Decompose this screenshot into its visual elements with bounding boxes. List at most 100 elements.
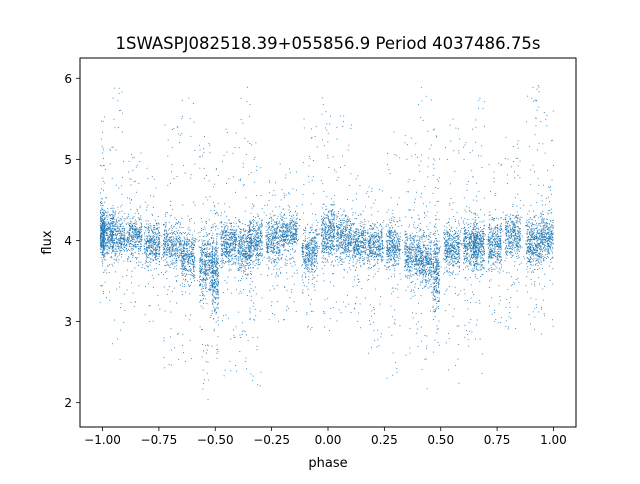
data-point — [253, 206, 255, 207]
data-point — [157, 243, 159, 245]
data-point — [112, 241, 114, 243]
data-point — [238, 311, 240, 313]
data-point — [235, 238, 237, 240]
data-point — [199, 156, 201, 158]
data-point — [276, 226, 278, 228]
data-point — [191, 282, 192, 284]
data-point — [190, 278, 192, 280]
data-point — [200, 269, 202, 271]
data-point — [215, 249, 217, 251]
data-point — [248, 246, 250, 248]
data-point — [265, 239, 267, 241]
data-point — [100, 229, 102, 231]
data-point — [249, 312, 251, 314]
data-point — [215, 281, 217, 283]
data-point — [234, 253, 236, 255]
data-point — [235, 365, 236, 366]
data-point — [274, 221, 276, 223]
data-point — [115, 220, 117, 222]
data-point — [272, 252, 274, 253]
data-point — [281, 234, 283, 236]
data-point — [180, 261, 182, 263]
data-point — [158, 235, 160, 236]
data-point — [155, 253, 157, 255]
data-point — [183, 267, 185, 269]
data-point — [130, 302, 132, 303]
data-point — [121, 248, 123, 249]
data-point — [108, 225, 110, 227]
data-point — [168, 229, 170, 231]
data-point — [170, 236, 172, 238]
data-point — [123, 218, 125, 220]
data-point — [251, 274, 252, 276]
data-point — [236, 370, 238, 372]
data-point — [295, 189, 297, 191]
data-point — [226, 282, 228, 284]
data-point — [295, 211, 297, 213]
data-point — [221, 231, 223, 232]
data-point — [246, 263, 248, 265]
data-point — [261, 225, 263, 227]
data-point — [131, 236, 133, 238]
data-point — [168, 251, 170, 253]
data-point — [238, 293, 240, 295]
data-point — [237, 261, 239, 263]
data-point — [165, 253, 167, 255]
data-point — [284, 239, 286, 241]
data-point — [243, 330, 245, 332]
data-point — [231, 244, 233, 246]
data-point — [289, 231, 291, 233]
data-point — [278, 268, 280, 270]
data-point — [191, 256, 193, 258]
data-point — [134, 223, 135, 225]
data-point — [136, 235, 138, 237]
data-point — [275, 243, 277, 245]
data-point — [105, 239, 106, 241]
data-point — [223, 375, 225, 377]
data-point — [212, 261, 214, 263]
data-point — [213, 328, 215, 330]
data-point — [225, 236, 227, 238]
data-point — [218, 290, 219, 292]
data-point — [158, 238, 160, 240]
data-point — [205, 261, 207, 263]
data-point — [159, 232, 160, 233]
data-point — [137, 247, 139, 249]
data-point — [208, 273, 210, 275]
data-point — [145, 242, 147, 244]
data-point — [261, 232, 263, 234]
data-point — [114, 215, 116, 217]
data-point — [107, 235, 108, 237]
data-point — [250, 243, 252, 245]
data-point — [277, 241, 279, 243]
data-point — [257, 252, 259, 254]
data-point — [155, 228, 157, 229]
data-point — [276, 223, 278, 225]
data-point — [110, 233, 111, 234]
data-point — [239, 257, 241, 259]
data-point — [108, 229, 110, 230]
data-point — [275, 252, 277, 254]
data-point — [100, 251, 102, 253]
data-point — [293, 301, 295, 303]
data-point — [261, 243, 263, 245]
data-point — [150, 195, 151, 197]
data-point — [216, 259, 218, 261]
data-point — [110, 150, 112, 152]
data-point — [256, 237, 258, 239]
data-point — [235, 191, 236, 193]
data-point — [250, 241, 251, 243]
data-point — [123, 160, 124, 162]
data-point — [100, 233, 102, 235]
data-point — [244, 361, 246, 362]
data-point — [138, 253, 140, 254]
data-point — [138, 230, 139, 232]
data-point — [208, 260, 210, 261]
data-point — [190, 269, 192, 271]
data-point — [256, 230, 258, 231]
data-point — [145, 209, 147, 211]
data-point — [181, 256, 183, 258]
data-point — [311, 269, 313, 270]
data-point — [103, 245, 104, 247]
data-point — [170, 252, 172, 254]
